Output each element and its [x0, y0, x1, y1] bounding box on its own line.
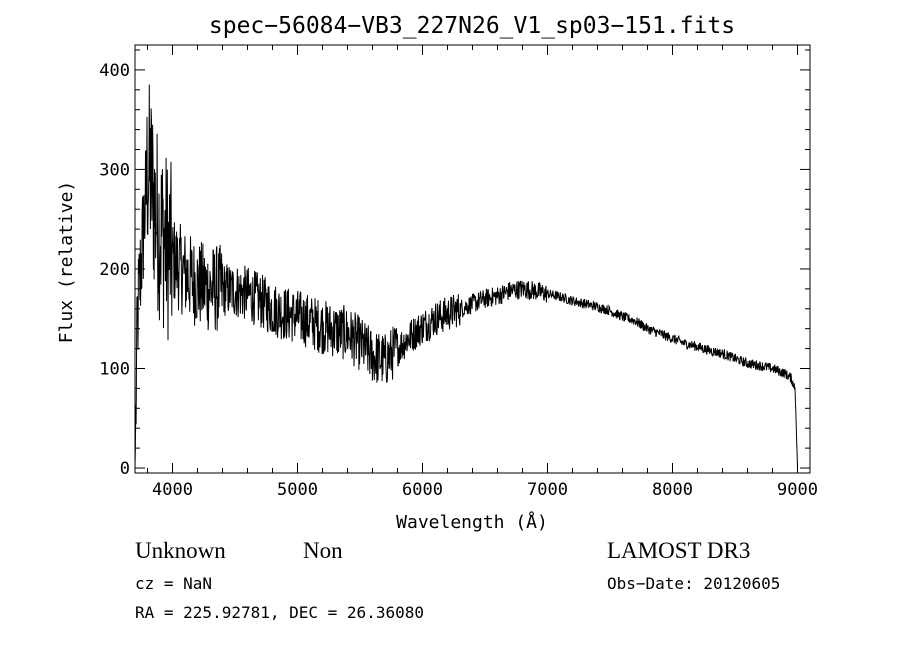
x-tick-label: 6000	[402, 480, 443, 500]
x-tick-label: 9000	[777, 480, 818, 500]
y-tick-label: 0	[120, 459, 130, 479]
x-tick-label: 7000	[527, 480, 568, 500]
subclass-label: Non	[303, 538, 343, 563]
chart-title: spec−56084−VB3_227N26_V1_sp03−151.fits	[209, 13, 735, 39]
y-axis-label: Flux (relative)	[56, 181, 77, 344]
survey-label: LAMOST DR3	[607, 538, 751, 563]
classification-label: Unknown	[135, 538, 226, 563]
y-tick-label: 200	[99, 260, 130, 280]
x-tick-label: 8000	[652, 480, 693, 500]
spectrum-line	[134, 84, 798, 469]
x-tick-label: 5000	[277, 480, 318, 500]
y-tick-label: 300	[99, 160, 130, 180]
redshift-text: cz = NaN	[135, 574, 213, 593]
x-axis-label: Wavelength (Å)	[396, 511, 548, 533]
y-tick-label: 400	[99, 61, 130, 81]
obs-date-text: Obs−Date: 20120605	[607, 574, 781, 593]
plot-frame	[134, 44, 811, 474]
coordinates-text: RA = 225.92781, DEC = 26.36080	[135, 603, 424, 622]
y-tick-label: 100	[99, 359, 130, 379]
x-tick-label: 4000	[152, 480, 193, 500]
